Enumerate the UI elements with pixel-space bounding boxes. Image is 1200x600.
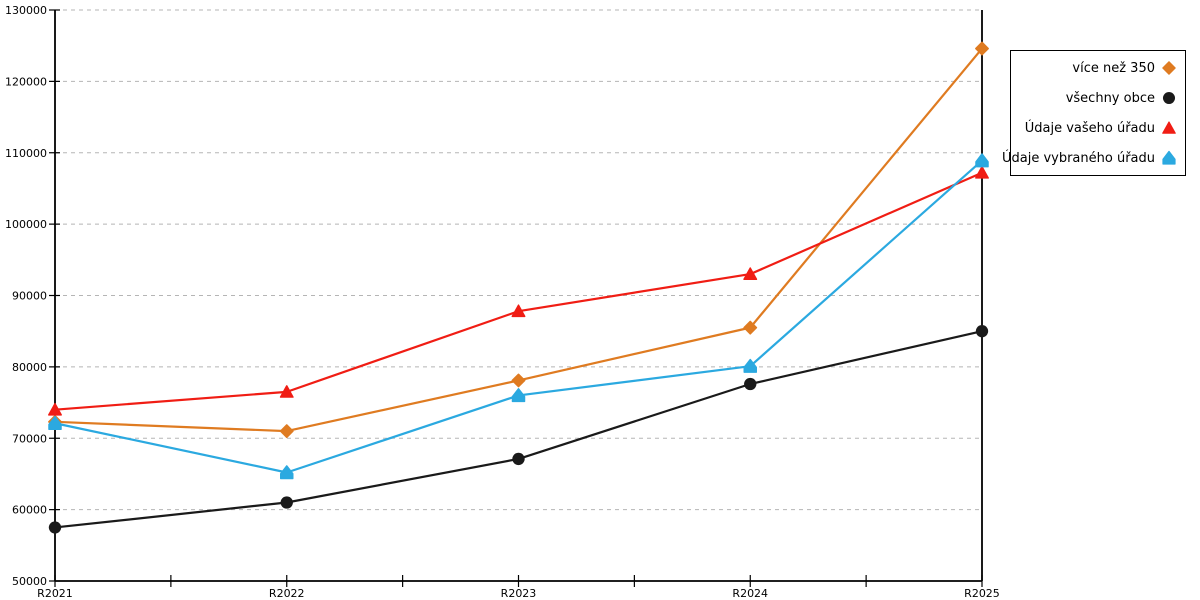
circle-data-marker (975, 325, 989, 338)
pentagon-data-marker (280, 465, 294, 480)
legend-item-vice-nez-350: více než 350 (1015, 60, 1177, 76)
y-tick-label: 100000 (5, 218, 47, 231)
diamond-data-marker (279, 424, 294, 439)
pentagon-marker-icon (1162, 150, 1176, 165)
series-line-1 (53, 330, 984, 529)
pentagon-data-marker (975, 153, 989, 168)
x-tick-label: R2025 (964, 587, 1000, 600)
triangle-marker-icon (1162, 121, 1176, 134)
y-tick-label: 120000 (5, 75, 47, 88)
x-tick-label: R2022 (269, 587, 305, 600)
triangle-data-marker (511, 304, 526, 318)
legend-item-udaje-vaseho-uradu: Údaje vašeho úřadu (1015, 120, 1177, 136)
triangle-data-marker (279, 385, 294, 398)
y-tick-label: 110000 (5, 147, 47, 160)
circle-data-marker (512, 452, 525, 466)
legend: více než 350 všechny obce Údaje vašeho ú… (1002, 50, 1186, 176)
diamond-data-marker (743, 320, 758, 335)
diamond-data-marker (511, 373, 526, 388)
circle-data-marker (280, 496, 293, 509)
y-tick-label: 50000 (12, 575, 47, 588)
pentagon-data-marker (511, 388, 526, 403)
x-tick-label: R2023 (501, 587, 537, 600)
legend-label: Údaje vybraného úřadu (1001, 150, 1155, 166)
triangle-data-marker (48, 402, 62, 416)
triangle-data-marker (975, 165, 989, 179)
circle-data-marker (48, 521, 62, 534)
legend-label: Údaje vašeho úřadu (1024, 120, 1155, 136)
circle-data-marker (744, 377, 757, 391)
pentagon-data-marker (48, 415, 62, 431)
legend-label: všechny obce (1065, 90, 1155, 106)
pentagon-data-marker (743, 358, 757, 373)
y-tick-label: 130000 (5, 4, 47, 17)
y-tick-label: 90000 (12, 290, 47, 303)
x-tick-label: R2024 (732, 587, 768, 600)
y-tick-label: 80000 (12, 361, 47, 374)
y-tick-label: 60000 (12, 504, 47, 517)
x-tick-label: R2021 (37, 587, 73, 600)
y-tick-label: 70000 (12, 432, 47, 445)
legend-label: více než 350 (1072, 60, 1155, 76)
circle-marker-icon (1163, 92, 1175, 104)
legend-item-udaje-vybraneho-uradu: Údaje vybraného úřadu (1002, 150, 1177, 166)
legend-item-vsechny-obce: všechny obce (1015, 90, 1177, 106)
diamond-marker-icon (1162, 61, 1176, 75)
triangle-data-marker (743, 267, 758, 281)
diamond-data-marker (975, 41, 989, 56)
